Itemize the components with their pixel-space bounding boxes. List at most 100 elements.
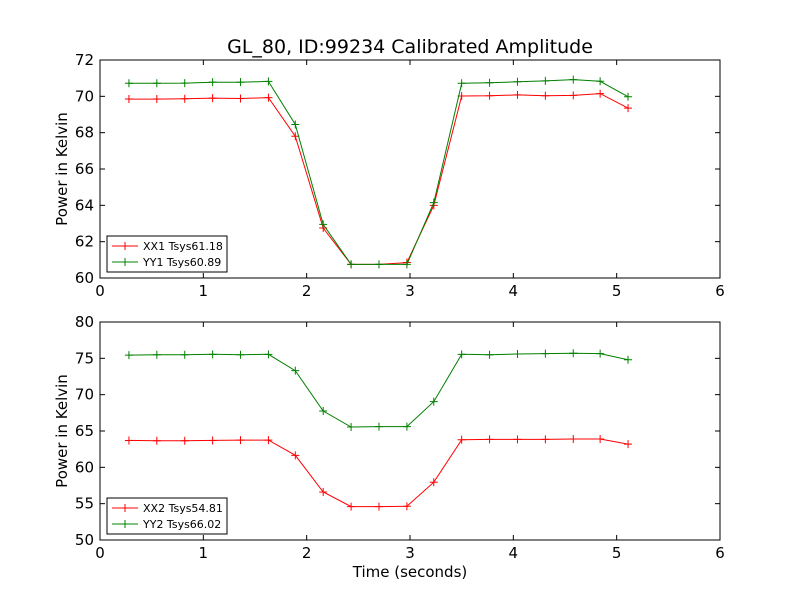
bottom-data-point-xx2 [180, 436, 189, 445]
top-data-point-yy1 [124, 79, 133, 88]
top-x-tick-label: 2 [302, 282, 312, 300]
top-data-point-xx1 [180, 94, 189, 103]
bottom-y-tick-label: 55 [75, 495, 94, 513]
top-panel: 0 1 2 3 4 5 6 60 62 64 66 68 70 72 XX1 Tsys61.18 YY1 Ts… [75, 51, 725, 300]
top-legend-label-xx1: XX1 Tsys61.18 [143, 240, 223, 253]
top-data-point-yy1 [347, 260, 356, 269]
top-y-tick-label: 66 [75, 160, 94, 178]
top-x-tick-label: 6 [715, 282, 725, 300]
top-data-point-yy1 [429, 198, 438, 207]
bottom-legend-marker-xx2 [121, 504, 129, 512]
bottom-data-point-yy2 [541, 349, 550, 358]
bottom-x-tick-label: 5 [612, 544, 622, 562]
top-x-tick-label: 4 [509, 282, 519, 300]
bottom-legend-label-xx2: XX2 Tsys54.81 [143, 502, 223, 515]
top-data-point-yy1 [485, 78, 494, 87]
bottom-data-point-yy2 [264, 350, 273, 359]
top-data-point-yy1 [152, 79, 161, 88]
bottom-data-point-xx2 [236, 436, 245, 445]
bottom-x-tick-label: 6 [715, 544, 725, 562]
bottom-data-point-yy2 [375, 422, 383, 431]
top-data-point-yy1 [180, 79, 189, 88]
top-y-axis-label: Power in Kelvin [53, 112, 71, 226]
bottom-data-point-xx2 [624, 440, 633, 449]
top-y-tick-label: 62 [75, 233, 94, 251]
bottom-y-tick-label: 70 [75, 386, 94, 404]
top-data-point-yy1 [596, 77, 605, 86]
top-y-tick-label: 70 [75, 87, 94, 105]
bottom-data-point-yy2 [236, 350, 245, 359]
bottom-data-point-yy2 [457, 350, 466, 359]
bottom-x-tick-label: 3 [405, 544, 415, 562]
top-x-tick-label: 1 [199, 282, 209, 300]
top-data-point-yy1 [624, 92, 633, 101]
bottom-data-point-xx2 [375, 502, 383, 511]
top-legend-label-yy1: YY1 Tsys60.89 [142, 256, 221, 269]
bottom-data-point-yy2 [596, 349, 605, 358]
top-data-point-yy1 [319, 220, 328, 229]
bottom-x-tick-label: 1 [199, 544, 209, 562]
bottom-data-point-yy2 [124, 351, 133, 360]
chart-title: GL_80, ID:99234 Calibrated Amplitude [227, 36, 593, 58]
bottom-data-point-xx2 [457, 435, 466, 444]
bottom-data-point-yy2 [208, 350, 217, 359]
bottom-data-point-xx2 [347, 502, 356, 511]
top-data-point-xx1 [596, 89, 605, 98]
bottom-data-point-yy2 [180, 350, 189, 359]
top-data-point-xx1 [291, 132, 300, 141]
bottom-data-point-xx2 [596, 434, 605, 443]
bottom-x-tick-label: 0 [95, 544, 105, 562]
bottom-data-point-yy2 [624, 355, 633, 364]
bottom-data-point-xx2 [485, 435, 494, 444]
top-y-tick-label: 64 [75, 196, 94, 214]
bottom-legend: XX2 Tsys54.81 YY2 Tsys66.02 [106, 497, 228, 535]
bottom-data-point-yy2 [402, 422, 411, 431]
bottom-legend-label-yy2: YY2 Tsys66.02 [142, 518, 221, 531]
bottom-panel: 0 1 2 3 4 5 6 50 55 60 65 70 75 80 XX2 Tsys54.81 YY2 Ts… [75, 313, 725, 562]
bottom-y-axis-label: Power in Kelvin [53, 374, 71, 488]
bottom-data-point-yy2 [429, 397, 438, 406]
bottom-data-point-yy2 [513, 349, 522, 358]
bottom-data-point-xx2 [319, 488, 328, 497]
top-data-point-xx1 [236, 94, 245, 103]
bottom-y-tick-label: 75 [75, 349, 94, 367]
bottom-data-point-xx2 [208, 436, 217, 445]
bottom-data-point-xx2 [264, 436, 273, 445]
bottom-data-point-yy2 [152, 350, 161, 359]
bottom-data-point-yy2 [485, 350, 494, 359]
top-data-point-yy1 [208, 78, 217, 87]
bottom-data-point-xx2 [402, 502, 411, 511]
bottom-x-tick-label: 4 [509, 544, 519, 562]
bottom-data-point-yy2 [569, 349, 578, 358]
top-data-point-yy1 [541, 76, 550, 85]
bottom-data-point-xx2 [152, 436, 161, 445]
top-data-point-xx1 [208, 94, 217, 103]
bottom-y-tick-label: 50 [75, 531, 94, 549]
top-data-point-xx1 [624, 104, 633, 113]
top-data-point-yy1 [402, 260, 411, 269]
bottom-data-point-xx2 [513, 435, 522, 444]
top-x-tick-label: 3 [405, 282, 415, 300]
top-data-point-xx1 [485, 91, 494, 100]
bottom-data-point-xx2 [429, 478, 438, 487]
bottom-x-tick-label: 2 [302, 544, 312, 562]
top-data-point-yy1 [291, 120, 300, 129]
top-data-point-yy1 [513, 77, 522, 86]
top-y-tick-label: 60 [75, 269, 94, 287]
top-x-tick-label: 5 [612, 282, 622, 300]
top-data-point-xx1 [513, 90, 522, 99]
bottom-legend-marker-yy2 [121, 520, 129, 528]
bottom-data-point-xx2 [541, 435, 550, 444]
top-legend-box [106, 235, 228, 273]
bottom-data-point-yy2 [319, 407, 328, 416]
bottom-data-point-xx2 [291, 451, 300, 460]
top-legend-marker-xx1 [121, 242, 129, 250]
bottom-legend-box [106, 497, 228, 535]
top-y-tick-label: 68 [75, 124, 94, 142]
top-data-point-yy1 [375, 260, 383, 269]
top-data-point-xx1 [124, 95, 133, 104]
bottom-data-point-xx2 [124, 436, 133, 445]
top-y-tick-label: 72 [75, 51, 94, 69]
top-legend-marker-yy1 [121, 258, 129, 266]
